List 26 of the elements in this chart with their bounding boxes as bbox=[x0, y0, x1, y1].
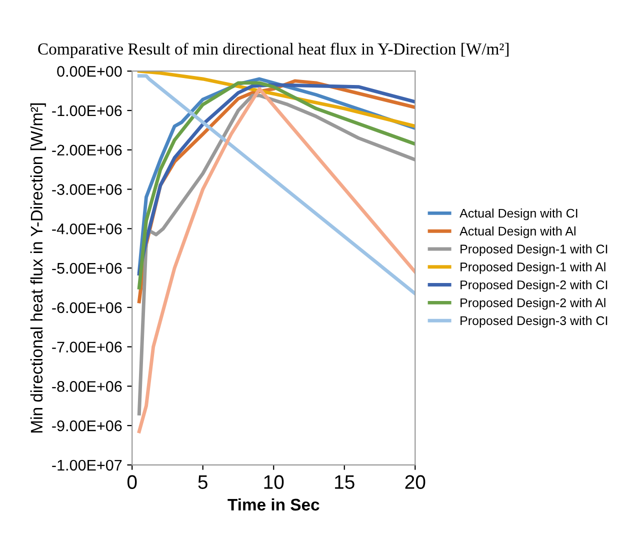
y-tick-label: -6.00E+06 bbox=[52, 302, 122, 314]
x-tick-label: 20 bbox=[405, 475, 426, 489]
x-tick-label: 0 bbox=[127, 475, 137, 489]
y-tick-label: -1.00E+07 bbox=[52, 460, 122, 471]
legend-label: Proposed Design-2 with Al bbox=[460, 298, 606, 310]
x-tick-label: 10 bbox=[264, 475, 284, 489]
x-tick-label: 15 bbox=[335, 475, 354, 489]
y-axis-title: Min directional heat flux in Y-Direction [W/m²] bbox=[30, 103, 46, 432]
legend-label: Proposed Design-2 with CI bbox=[460, 280, 608, 292]
legend-label: Proposed Design-1 with CI bbox=[460, 244, 608, 256]
y-tick-label: -4.00E+06 bbox=[52, 224, 122, 234]
y-tick-label: -5.00E+06 bbox=[52, 262, 122, 274]
y-tick-label: -3.00E+06 bbox=[52, 184, 122, 195]
y-tick-label: -9.00E+06 bbox=[52, 420, 122, 432]
y-tick-label: -1.00E+06 bbox=[52, 105, 122, 116]
legend-label: Actual Design with CI bbox=[460, 208, 578, 220]
chart-title: Comparative Result of min directional heat flux in Y-Direction [W/m²] bbox=[38, 42, 509, 58]
legend-label: Proposed Design-1 with Al bbox=[460, 262, 606, 274]
y-tick-label: 0.00E+00 bbox=[57, 66, 122, 77]
legend-label: Actual Design with Al bbox=[460, 226, 576, 238]
legend-label: Proposed Design-3 with CI bbox=[460, 316, 608, 328]
y-tick-label: -8.00E+06 bbox=[52, 381, 122, 392]
x-tick-label: 5 bbox=[198, 475, 208, 489]
y-tick-label: -2.00E+06 bbox=[52, 144, 122, 156]
x-axis-title: Time in Sec bbox=[228, 498, 320, 511]
y-tick-label: -7.00E+06 bbox=[52, 342, 122, 352]
